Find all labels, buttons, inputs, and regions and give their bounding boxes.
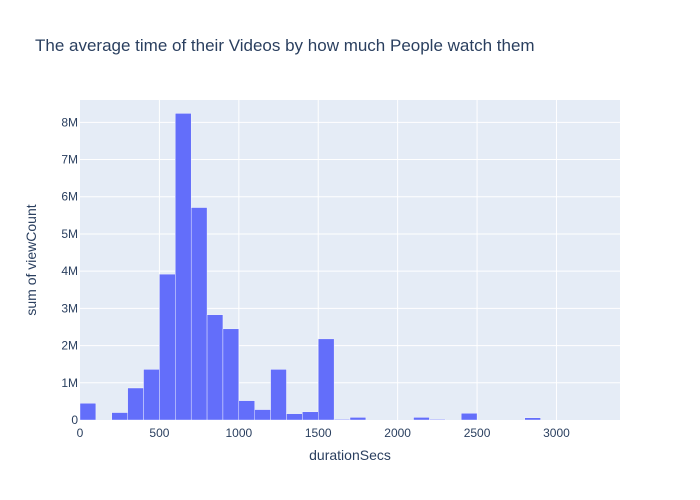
histogram-bar [79,403,97,421]
x-tick-label: 1500 [305,426,332,440]
histogram-bar [270,369,287,421]
histogram-bar [333,419,351,421]
histogram-bar [429,419,446,421]
x-axis-ticks: 0 500 1000 1500 2000 2500 3000 [77,426,570,440]
y-tick-label: 8M [61,115,78,129]
histogram-bar [222,328,240,421]
x-tick-label: 500 [149,426,169,440]
y-tick-label: 1M [61,376,78,390]
y-axis-title: sum of viewCount [23,204,39,315]
chart-title: The average time of their Videos by how … [35,36,535,55]
y-tick-label: 0 [71,413,78,427]
y-tick-label: 7M [61,153,78,167]
y-tick-label: 5M [61,227,78,241]
histogram-bar [238,400,255,421]
histogram-bar [143,369,160,421]
y-tick-label: 4M [61,264,78,278]
histogram-bar [111,412,128,421]
x-axis-title: durationSecs [309,447,391,463]
y-tick-label: 2M [61,339,78,353]
histogram-bar [254,409,271,421]
histogram-bar [302,411,319,421]
histogram-bar [127,387,144,421]
histogram-bar [349,417,367,421]
histogram-bar [190,207,208,421]
y-tick-label: 3M [61,301,78,315]
bars [79,113,541,421]
x-tick-label: 2500 [464,426,491,440]
histogram-bar [524,417,541,421]
x-tick-label: 1000 [225,426,252,440]
histogram-bar [206,314,224,421]
histogram-bar [318,338,335,421]
x-tick-label: 2000 [384,426,411,440]
x-tick-label: 0 [77,426,84,440]
y-axis-ticks: 0 1M 2M 3M 4M 5M 6M 7M 8M [61,115,78,427]
histogram-bar [286,413,303,421]
histogram-bar [413,417,430,421]
histogram-bar [175,113,192,421]
histogram-bar [460,413,478,421]
histogram-bar [159,273,176,421]
y-tick-label: 6M [61,190,78,204]
x-tick-label: 3000 [543,426,570,440]
